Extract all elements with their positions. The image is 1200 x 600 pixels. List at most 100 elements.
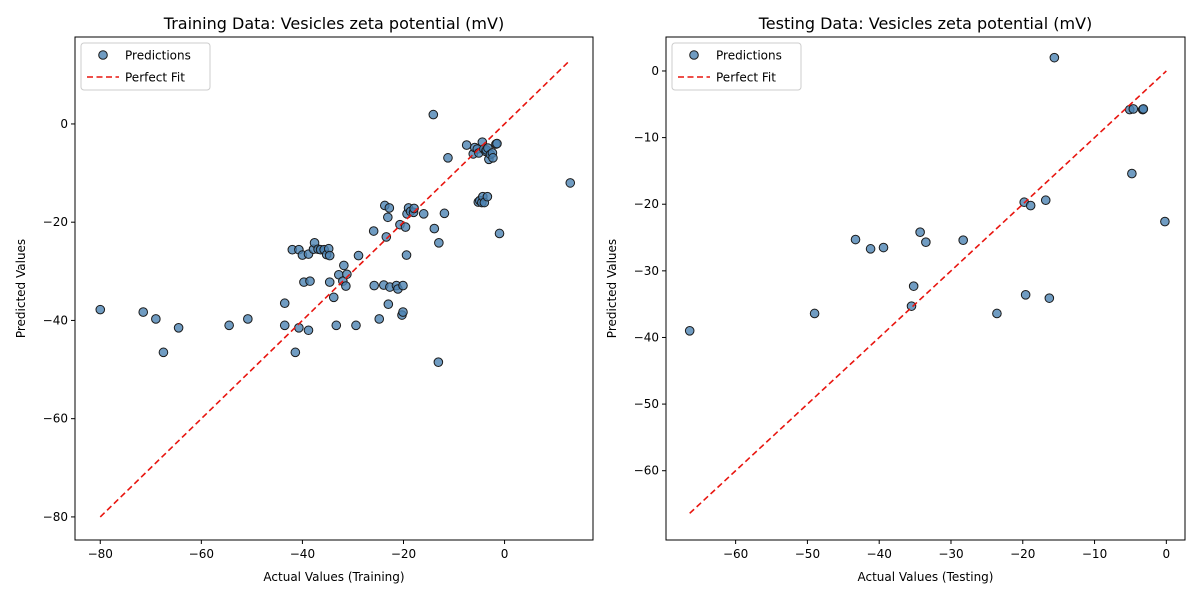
data-point	[1128, 104, 1139, 114]
data-point	[353, 250, 364, 261]
x-tick-label: −10	[1082, 547, 1107, 561]
data-point	[383, 299, 394, 310]
data-point	[279, 320, 290, 331]
x-tick-label: −40	[290, 547, 315, 561]
y-tick-label: −40	[43, 313, 68, 327]
chart-title: Testing Data: Vesicles zeta potential (m…	[758, 14, 1093, 33]
data-point	[428, 109, 439, 120]
data-point	[339, 260, 349, 271]
legend-marker-predictions	[98, 50, 108, 60]
data-point	[173, 322, 184, 333]
y-tick-label: −80	[43, 510, 68, 524]
data-point	[492, 138, 502, 149]
data-point	[398, 280, 408, 291]
data-point	[1025, 200, 1036, 211]
y-axis-label: Predicted Values	[14, 239, 28, 338]
data-point	[958, 235, 968, 245]
legend-box	[80, 42, 211, 91]
data-point	[488, 153, 498, 163]
data-point	[351, 320, 361, 331]
data-point	[384, 203, 395, 213]
data-point	[243, 314, 253, 324]
legend: Predictions Perfect Fit	[80, 42, 211, 91]
data-point	[1138, 104, 1149, 114]
x-tick-label: −40	[867, 547, 892, 561]
data-point	[369, 280, 379, 291]
plot-area	[684, 52, 1170, 514]
legend-box	[671, 42, 802, 91]
legend: Predictions Perfect Fit	[671, 42, 802, 91]
data-point	[482, 191, 493, 202]
perfect-fit-line	[99, 59, 571, 518]
data-point	[400, 222, 411, 232]
data-point	[443, 153, 453, 163]
data-point	[95, 304, 106, 315]
data-point	[429, 223, 440, 234]
legend-label-predictions: Predictions	[125, 49, 191, 63]
y-tick-label: −60	[634, 464, 659, 478]
y-axis-label: Predicted Values	[605, 239, 619, 338]
legend-label-fit: Perfect Fit	[125, 71, 185, 85]
x-tick-label: −20	[1010, 547, 1035, 561]
data-point	[1044, 293, 1055, 303]
data-point	[1127, 168, 1137, 179]
data-point	[324, 277, 335, 287]
data-point	[439, 208, 450, 219]
chart-1: Testing Data: Vesicles zeta potential (m…	[605, 14, 1186, 584]
x-tick-label: 0	[501, 547, 509, 561]
data-point	[324, 250, 335, 261]
data-point	[850, 234, 861, 245]
data-point	[401, 250, 412, 260]
data-point	[1040, 195, 1051, 206]
x-tick-label: −50	[795, 547, 820, 561]
axes-frame	[665, 36, 1186, 541]
x-axis-label: Actual Values (Testing)	[858, 570, 994, 584]
y-tick-label: −20	[634, 197, 659, 211]
data-point	[398, 307, 408, 317]
data-point	[342, 269, 352, 280]
data-point	[809, 308, 820, 319]
chart-title: Training Data: Vesicles zeta potential (…	[163, 14, 504, 33]
data-point	[433, 357, 444, 367]
x-axis-label: Actual Values (Training)	[263, 570, 404, 584]
data-point	[992, 308, 1002, 319]
y-tick-label: −20	[43, 215, 68, 229]
x-tick-label: −60	[723, 547, 748, 561]
data-point	[368, 226, 379, 236]
data-point	[1020, 290, 1031, 300]
legend-label-fit: Perfect Fit	[716, 71, 776, 85]
data-point	[434, 238, 444, 248]
data-point	[878, 242, 889, 253]
data-point	[906, 301, 917, 311]
data-point	[565, 178, 576, 188]
x-tick-label: −60	[189, 547, 214, 561]
data-point	[461, 140, 472, 150]
plot-area	[95, 59, 576, 518]
perfect-fit-line	[689, 70, 1167, 514]
y-tick-label: −50	[634, 397, 659, 411]
data-point	[341, 281, 351, 291]
data-point	[279, 298, 290, 309]
legend-label-predictions: Predictions	[716, 49, 782, 63]
x-tick-label: −30	[938, 547, 963, 561]
data-point	[494, 228, 505, 239]
y-tick-label: −60	[43, 412, 68, 426]
y-tick-label: 0	[651, 64, 659, 78]
data-point	[381, 232, 392, 242]
legend-marker-predictions	[689, 50, 699, 60]
y-tick-label: −10	[634, 131, 659, 145]
data-point	[151, 314, 161, 324]
data-point	[865, 244, 876, 254]
y-tick-label: −30	[634, 264, 659, 278]
data-point	[908, 281, 919, 291]
data-point	[374, 314, 385, 324]
data-point	[418, 209, 429, 219]
data-point	[1049, 52, 1060, 63]
x-tick-label: −20	[391, 547, 416, 561]
data-point	[383, 212, 393, 223]
data-point	[921, 237, 931, 247]
x-tick-label: 0	[1163, 547, 1171, 561]
data-point	[915, 227, 925, 238]
data-point	[331, 320, 342, 331]
